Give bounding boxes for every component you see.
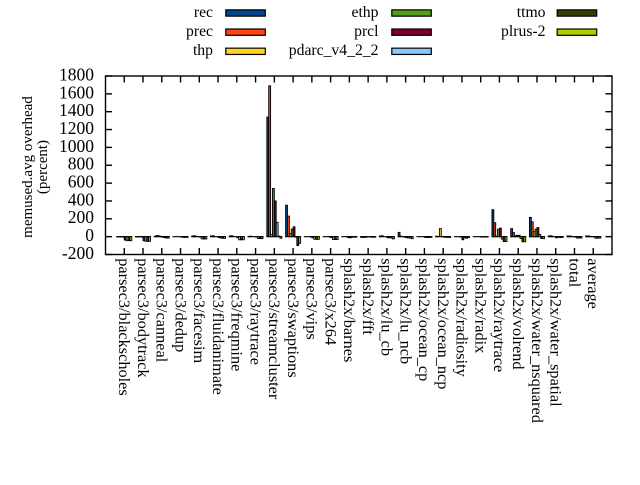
svg-text:thp: thp bbox=[193, 42, 213, 59]
svg-text:parsec3/freqmine: parsec3/freqmine bbox=[228, 258, 247, 371]
svg-text:800: 800 bbox=[68, 154, 95, 174]
svg-text:600: 600 bbox=[68, 172, 95, 192]
svg-text:1400: 1400 bbox=[59, 100, 94, 120]
svg-text:0: 0 bbox=[85, 225, 94, 245]
svg-text:splash2x/barnes: splash2x/barnes bbox=[340, 258, 359, 362]
svg-text:pdarc_v4_2_2: pdarc_v4_2_2 bbox=[289, 42, 379, 59]
svg-text:1800: 1800 bbox=[59, 64, 94, 84]
svg-text:parsec3/facesim: parsec3/facesim bbox=[190, 258, 209, 363]
svg-text:parsec3/x264: parsec3/x264 bbox=[321, 258, 340, 345]
svg-text:splash2x/fft: splash2x/fft bbox=[359, 258, 378, 335]
svg-text:parsec3/bodytrack: parsec3/bodytrack bbox=[134, 258, 153, 378]
svg-text:400: 400 bbox=[68, 189, 95, 209]
svg-text:1000: 1000 bbox=[59, 136, 94, 156]
svg-text:parsec3/blackscholes: parsec3/blackscholes bbox=[115, 258, 134, 395]
svg-text:total: total bbox=[565, 258, 584, 287]
svg-text:prec: prec bbox=[186, 23, 213, 40]
svg-text:splash2x/ocean_cp: splash2x/ocean_cp bbox=[415, 258, 434, 381]
svg-text:splash2x/radiosity: splash2x/radiosity bbox=[453, 258, 472, 377]
svg-text:parsec3/streamcluster: parsec3/streamcluster bbox=[265, 258, 284, 400]
svg-text:parsec3/dedup: parsec3/dedup bbox=[171, 258, 190, 352]
svg-text:-200: -200 bbox=[62, 243, 94, 263]
svg-text:parsec3/canneal: parsec3/canneal bbox=[153, 258, 172, 362]
svg-text:average: average bbox=[584, 258, 603, 309]
svg-text:1200: 1200 bbox=[59, 118, 94, 138]
svg-text:parsec3/swaptions: parsec3/swaptions bbox=[284, 258, 303, 377]
svg-text:splash2x/lu_ncb: splash2x/lu_ncb bbox=[396, 258, 415, 364]
svg-text:splash2x/raytrace: splash2x/raytrace bbox=[490, 258, 509, 372]
svg-text:prcl: prcl bbox=[354, 23, 379, 40]
svg-text:200: 200 bbox=[68, 207, 95, 227]
svg-text:1600: 1600 bbox=[59, 82, 94, 102]
svg-text:splash2x/radix: splash2x/radix bbox=[471, 258, 490, 353]
svg-text:splash2x/water_spatial: splash2x/water_spatial bbox=[547, 258, 566, 407]
svg-text:ethp: ethp bbox=[351, 4, 378, 21]
svg-text:parsec3/fluidanimate: parsec3/fluidanimate bbox=[209, 258, 228, 395]
svg-text:ttmo: ttmo bbox=[517, 4, 546, 21]
svg-text:rec: rec bbox=[194, 4, 213, 21]
svg-text:splash2x/lu_cb: splash2x/lu_cb bbox=[378, 258, 397, 356]
svg-text:plrus-2: plrus-2 bbox=[501, 23, 545, 40]
svg-text:memused.avg overhead: memused.avg overhead bbox=[20, 96, 36, 238]
svg-text:parsec3/raytrace: parsec3/raytrace bbox=[246, 258, 265, 365]
svg-text:splash2x/ocean_ncp: splash2x/ocean_ncp bbox=[434, 258, 453, 389]
svg-text:splash2x/water_nsquared: splash2x/water_nsquared bbox=[528, 258, 547, 423]
svg-text:splash2x/volrend: splash2x/volrend bbox=[509, 258, 528, 369]
svg-text:(percent): (percent) bbox=[35, 140, 51, 194]
svg-text:parsec3/vips: parsec3/vips bbox=[303, 258, 322, 339]
